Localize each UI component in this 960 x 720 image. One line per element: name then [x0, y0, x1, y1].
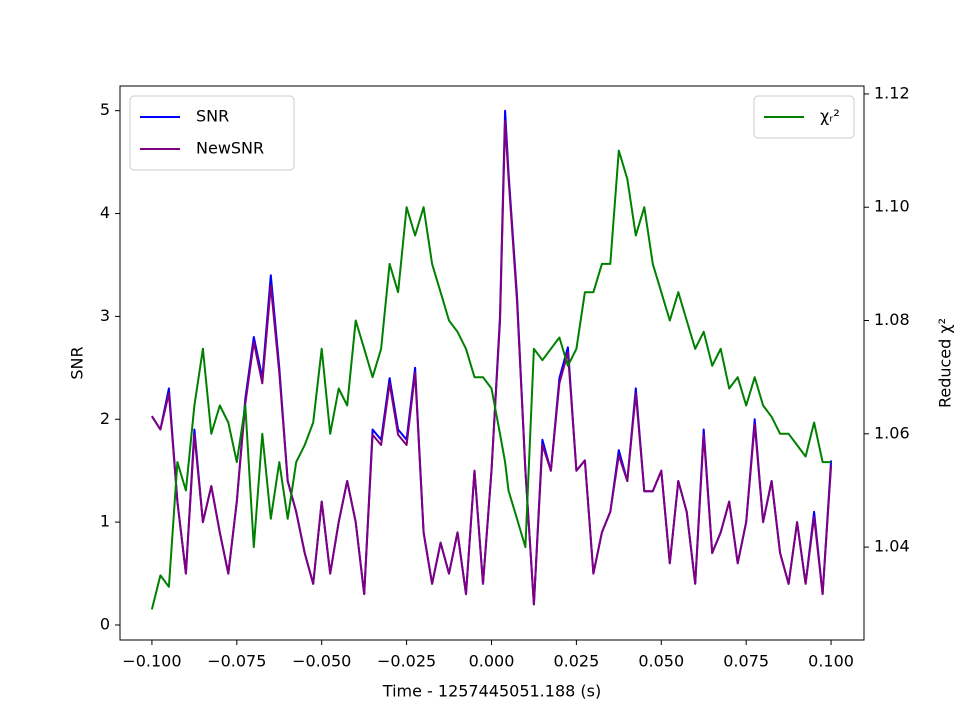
x-tick-label: −0.025	[377, 652, 436, 671]
y-tick-label: 0	[100, 614, 110, 633]
legend-label: NewSNR	[196, 139, 264, 158]
x-tick-label: 0.100	[808, 652, 854, 671]
plot-frame	[119, 85, 865, 641]
x-axis-label: Time - 1257445051.188 (s)	[382, 682, 601, 701]
y-tick-label: 1	[100, 512, 110, 531]
series-line	[151, 120, 833, 606]
x-tick-label: 0.000	[469, 652, 515, 671]
y2-tick-label: 1.10	[874, 197, 910, 216]
y-tick-label: 4	[100, 203, 110, 222]
y-tick-label: 5	[100, 100, 110, 119]
y-axis-label: SNR	[68, 346, 87, 379]
y2-axis-label: Reduced χ²	[936, 318, 955, 408]
legend-label: SNR	[196, 107, 229, 126]
y2-tick-label: 1.04	[874, 537, 910, 556]
y2-tick-label: 1.08	[874, 310, 910, 329]
x-tick-label: 0.075	[723, 652, 769, 671]
x-tick-label: 0.025	[553, 652, 599, 671]
legend-box	[129, 95, 295, 171]
x-tick-label: −0.075	[207, 652, 266, 671]
y-tick-label: 3	[100, 306, 110, 325]
x-tick-label: 0.050	[638, 652, 684, 671]
legend-label: χᵣ²	[820, 107, 840, 126]
x-tick-label: −0.050	[292, 652, 351, 671]
y-tick-label: 2	[100, 409, 110, 428]
x-tick-label: −0.100	[122, 652, 181, 671]
series-line	[150, 149, 832, 610]
y2-tick-label: 1.12	[874, 83, 910, 102]
y2-tick-label: 1.06	[874, 423, 910, 442]
